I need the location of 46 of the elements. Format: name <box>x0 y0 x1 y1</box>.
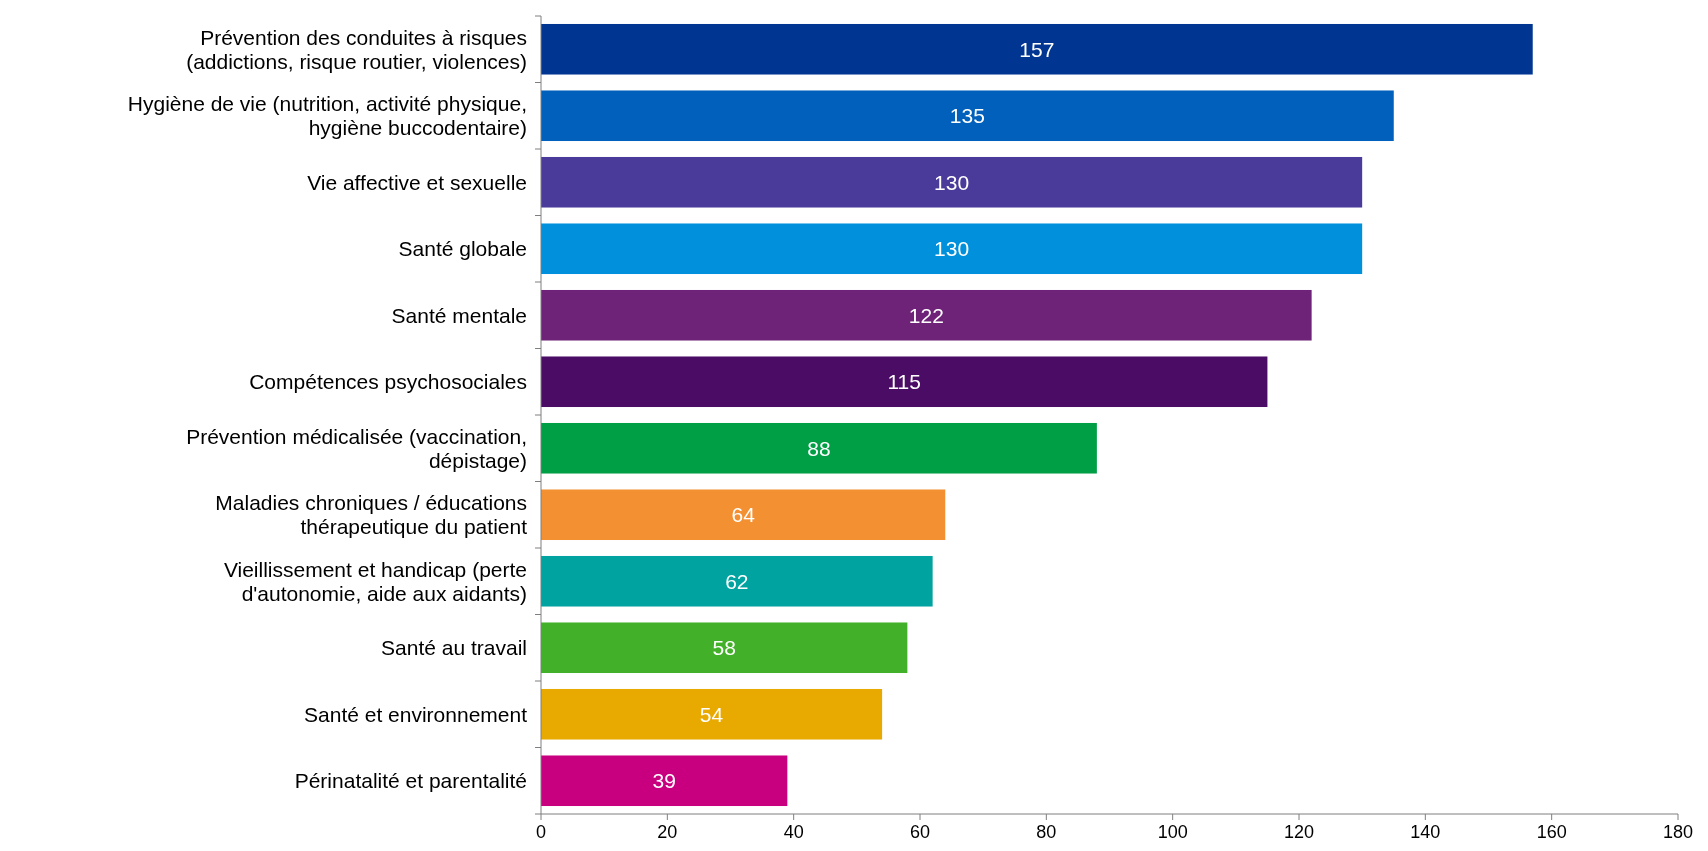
x-tick-label: 20 <box>657 822 678 842</box>
data-label: 115 <box>887 370 921 394</box>
bar <box>541 156 1363 208</box>
y-tick-label: Maladies chroniques / éducations thérapeutique du patient <box>215 491 528 539</box>
y-tick-label: Périnatalité et parentalité <box>294 769 527 793</box>
data-label: 88 <box>807 436 831 460</box>
x-tick-label: 180 <box>1662 822 1694 842</box>
bar <box>541 223 1363 275</box>
y-tick-label: Santé au travail <box>381 636 527 660</box>
data-label: 39 <box>652 769 676 793</box>
y-tick-label: Compétences psychosociales <box>249 370 527 394</box>
bar <box>541 356 1268 408</box>
x-tick-label: 140 <box>1410 822 1441 842</box>
data-label: 130 <box>934 170 970 194</box>
y-tick-label: Prévention des conduites à risques (addictions, risque routier, violences) <box>186 25 527 73</box>
data-label: 130 <box>934 237 970 261</box>
x-tick-label: 80 <box>1036 822 1057 842</box>
x-tick-label: 120 <box>1283 822 1315 842</box>
y-tick-label: Hygiène de vie (nutrition, activité physique, hygiène buccodentaire) <box>127 92 527 140</box>
y-tick-label: Santé et environnement <box>304 702 528 726</box>
x-tick-label: 40 <box>783 822 804 842</box>
bar <box>541 90 1394 142</box>
bar <box>541 23 1533 75</box>
bar <box>541 489 946 541</box>
y-tick-label: Vieillissement et handicap (perte d'autonomie, aide aux aidants) <box>223 557 527 605</box>
data-label: 54 <box>699 702 724 726</box>
x-tick-label: 160 <box>1536 822 1567 842</box>
bar <box>541 422 1097 474</box>
bar <box>541 622 908 674</box>
y-tick-label: Prévention médicalisée (vaccination, dépistage) <box>186 424 527 472</box>
data-label: 64 <box>731 503 756 527</box>
data-label: 122 <box>908 303 944 327</box>
bar <box>541 755 788 807</box>
y-tick-label: Santé mentale <box>391 303 527 327</box>
x-tick-label: 0 <box>535 822 547 842</box>
data-label: 58 <box>712 636 736 660</box>
y-tick-label: Vie affective et sexuelle <box>307 170 527 194</box>
x-tick-label: 60 <box>909 822 931 842</box>
data-label: 135 <box>949 104 985 128</box>
data-label: 62 <box>725 569 749 593</box>
bar <box>541 688 883 740</box>
x-tick-label: 100 <box>1157 822 1188 842</box>
data-label: 157 <box>1019 37 1055 61</box>
bar <box>541 289 1312 341</box>
y-tick-label: Santé globale <box>398 237 527 261</box>
bar <box>541 555 933 607</box>
